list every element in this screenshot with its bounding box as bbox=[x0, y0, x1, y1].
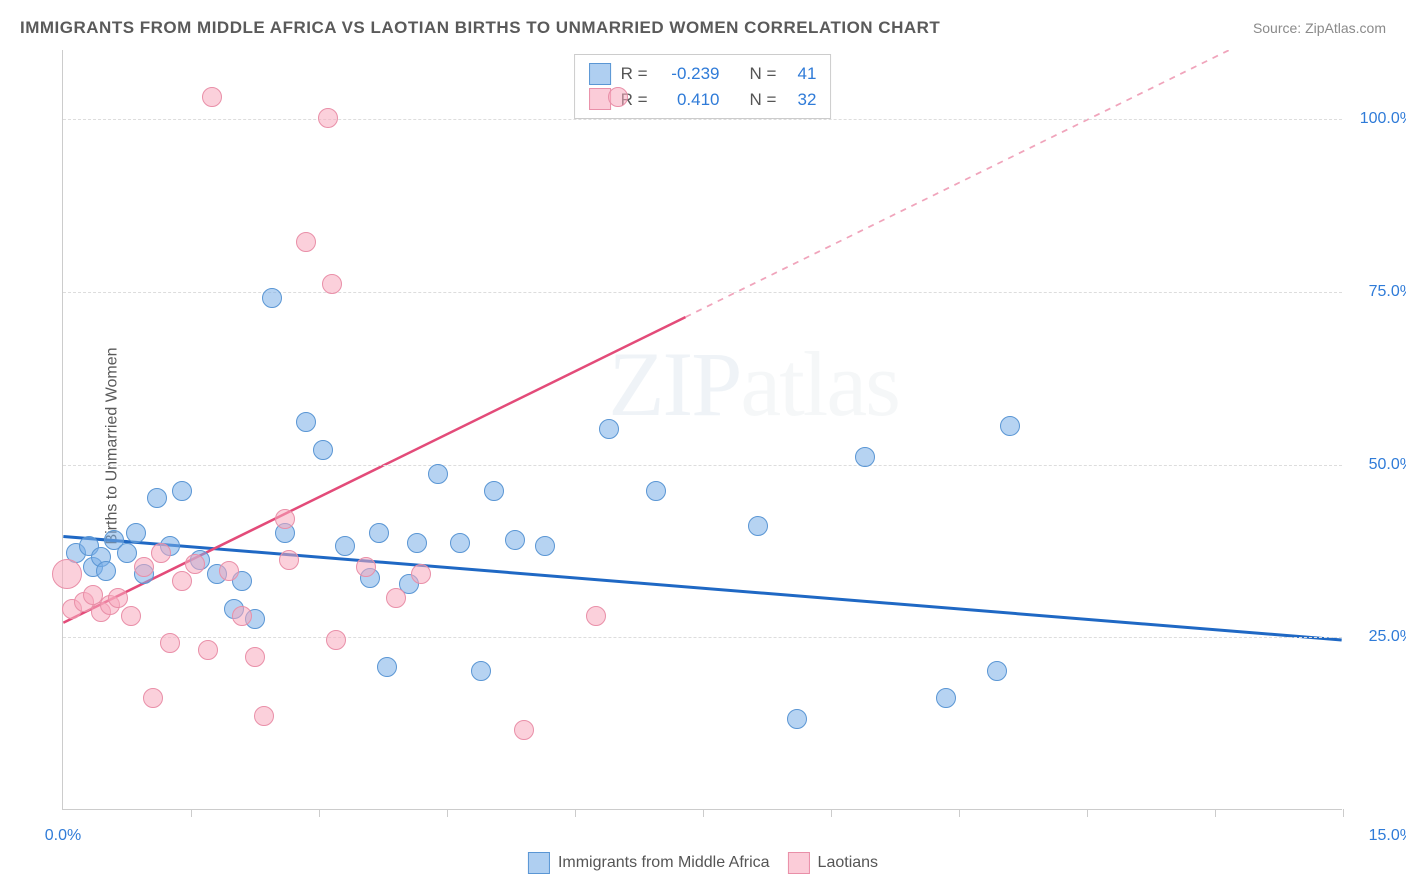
data-point bbox=[326, 630, 346, 650]
legend-item-pink: Laotians bbox=[788, 852, 879, 874]
swatch-blue-icon bbox=[528, 852, 550, 874]
data-point bbox=[296, 412, 316, 432]
data-point bbox=[411, 564, 431, 584]
data-point bbox=[386, 588, 406, 608]
data-point bbox=[117, 543, 137, 563]
data-point bbox=[335, 536, 355, 556]
data-point bbox=[787, 709, 807, 729]
data-point bbox=[505, 530, 525, 550]
data-point bbox=[254, 706, 274, 726]
x-tick bbox=[1215, 809, 1216, 817]
y-tick-label: 25.0% bbox=[1354, 628, 1406, 646]
y-tick-label: 50.0% bbox=[1354, 456, 1406, 474]
swatch-pink-icon bbox=[788, 852, 810, 874]
data-point bbox=[1000, 416, 1020, 436]
data-point bbox=[232, 606, 252, 626]
grid-line bbox=[63, 292, 1342, 293]
data-point bbox=[535, 536, 555, 556]
data-point bbox=[450, 533, 470, 553]
data-point bbox=[514, 720, 534, 740]
swatch-blue-icon bbox=[589, 63, 611, 85]
x-tick bbox=[959, 809, 960, 817]
grid-line bbox=[63, 119, 1342, 120]
n-value: 32 bbox=[786, 87, 816, 113]
legend-row-blue: R = -0.239 N = 41 bbox=[589, 61, 817, 87]
data-point bbox=[202, 87, 222, 107]
x-tick bbox=[703, 809, 704, 817]
x-tick bbox=[447, 809, 448, 817]
n-label: N = bbox=[750, 87, 777, 113]
data-point bbox=[172, 571, 192, 591]
scatter-chart: ZIPatlas R = -0.239 N = 41 R = 0.410 N =… bbox=[62, 50, 1342, 810]
data-point bbox=[185, 554, 205, 574]
data-point bbox=[198, 640, 218, 660]
data-point bbox=[484, 481, 504, 501]
legend-item-blue: Immigrants from Middle Africa bbox=[528, 852, 770, 874]
data-point bbox=[377, 657, 397, 677]
data-point bbox=[936, 688, 956, 708]
data-point bbox=[646, 481, 666, 501]
r-value: -0.239 bbox=[658, 61, 720, 87]
source-label: Source: ZipAtlas.com bbox=[1253, 20, 1386, 36]
data-point bbox=[586, 606, 606, 626]
watermark: ZIPatlas bbox=[608, 331, 899, 437]
data-point bbox=[356, 557, 376, 577]
data-point bbox=[599, 419, 619, 439]
data-point bbox=[748, 516, 768, 536]
data-point bbox=[151, 543, 171, 563]
y-tick-label: 75.0% bbox=[1354, 283, 1406, 301]
n-label: N = bbox=[750, 61, 777, 87]
data-point bbox=[608, 87, 628, 107]
data-point bbox=[121, 606, 141, 626]
data-point bbox=[245, 647, 265, 667]
x-tick bbox=[1343, 809, 1344, 817]
data-point bbox=[160, 633, 180, 653]
data-point bbox=[855, 447, 875, 467]
data-point bbox=[318, 108, 338, 128]
x-tick-label: 15.0% bbox=[1354, 827, 1406, 845]
x-tick bbox=[1087, 809, 1088, 817]
data-point bbox=[126, 523, 146, 543]
bottom-legend: Immigrants from Middle Africa Laotians bbox=[528, 852, 878, 874]
data-point bbox=[407, 533, 427, 553]
data-point bbox=[279, 550, 299, 570]
x-tick bbox=[575, 809, 576, 817]
n-value: 41 bbox=[786, 61, 816, 87]
data-point bbox=[296, 232, 316, 252]
data-point bbox=[262, 288, 282, 308]
data-point bbox=[275, 509, 295, 529]
data-point bbox=[172, 481, 192, 501]
x-tick bbox=[319, 809, 320, 817]
r-label: R = bbox=[621, 61, 648, 87]
data-point bbox=[313, 440, 333, 460]
data-point bbox=[471, 661, 491, 681]
grid-line bbox=[63, 465, 1342, 466]
x-tick bbox=[191, 809, 192, 817]
x-tick bbox=[831, 809, 832, 817]
data-point bbox=[987, 661, 1007, 681]
legend-label: Immigrants from Middle Africa bbox=[558, 854, 770, 872]
correlation-legend: R = -0.239 N = 41 R = 0.410 N = 32 bbox=[574, 54, 832, 119]
data-point bbox=[134, 557, 154, 577]
r-value: 0.410 bbox=[658, 87, 720, 113]
legend-label: Laotians bbox=[818, 854, 879, 872]
data-point bbox=[428, 464, 448, 484]
data-point bbox=[322, 274, 342, 294]
data-point bbox=[108, 588, 128, 608]
data-point bbox=[52, 559, 82, 589]
y-tick-label: 100.0% bbox=[1354, 110, 1406, 128]
data-point bbox=[147, 488, 167, 508]
data-point bbox=[219, 561, 239, 581]
data-point bbox=[143, 688, 163, 708]
data-point bbox=[369, 523, 389, 543]
chart-title: IMMIGRANTS FROM MIDDLE AFRICA VS LAOTIAN… bbox=[20, 18, 940, 38]
data-point bbox=[96, 561, 116, 581]
x-tick-label: 0.0% bbox=[45, 827, 81, 845]
trend-lines bbox=[63, 50, 1342, 809]
grid-line bbox=[63, 637, 1342, 638]
